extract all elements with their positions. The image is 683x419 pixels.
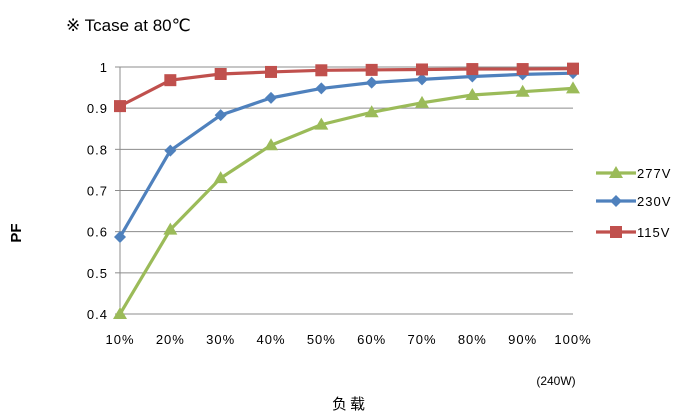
x-tick-label: 90% bbox=[508, 332, 537, 347]
data-point-square bbox=[114, 100, 126, 113]
y-tick-labels: 0.4 0.5 0.6 0.7 0.8 0.9 1 bbox=[87, 60, 108, 322]
x-tick-label: 60% bbox=[357, 332, 386, 347]
x-axis-label: 负载 bbox=[332, 395, 368, 413]
data-point-triangle bbox=[314, 117, 329, 130]
data-point-diamond bbox=[114, 231, 126, 244]
data-point-square bbox=[466, 63, 479, 76]
y-tick-label: 0.7 bbox=[87, 184, 108, 199]
data-point-triangle bbox=[415, 95, 429, 108]
y-tick-label: 0.4 bbox=[87, 307, 108, 322]
data-point-triangle bbox=[465, 87, 480, 100]
data-point-diamond bbox=[416, 73, 428, 86]
x-axis-note: (240W) bbox=[536, 374, 575, 388]
data-point-square bbox=[315, 64, 328, 77]
legend: 277V 230V 115V bbox=[596, 166, 671, 240]
data-point-square bbox=[214, 67, 227, 80]
data-point-square bbox=[567, 62, 579, 75]
series-line bbox=[119, 67, 574, 108]
data-point-square bbox=[610, 226, 622, 238]
legend-label: 230V bbox=[637, 194, 671, 209]
data-point-square bbox=[416, 63, 428, 76]
data-point-triangle bbox=[264, 138, 278, 151]
x-tick-label: 40% bbox=[256, 332, 285, 347]
y-axis-label: PF bbox=[8, 223, 25, 242]
data-point-square bbox=[365, 63, 378, 76]
legend-item-277V: 277V bbox=[596, 166, 671, 181]
y-tick-label: 0.8 bbox=[87, 142, 108, 157]
series bbox=[113, 62, 580, 319]
data-point-triangle bbox=[609, 166, 623, 178]
data-point-square bbox=[164, 74, 177, 87]
x-tick-label: 100% bbox=[554, 332, 591, 347]
x-tick-labels: 10% 20% 30% 40% 50% 60% 70% 80% 90% 100% bbox=[105, 332, 591, 347]
y-tick-label: 0.9 bbox=[87, 101, 108, 116]
x-tick-label: 10% bbox=[105, 332, 134, 347]
data-point-triangle bbox=[364, 105, 379, 118]
chart-note: ※ Tcase at 80℃ bbox=[66, 16, 191, 35]
series-line bbox=[118, 86, 574, 315]
legend-item-115V: 115V bbox=[596, 225, 670, 240]
data-point-diamond bbox=[265, 91, 277, 104]
series-277V bbox=[113, 81, 580, 319]
data-point-diamond bbox=[214, 109, 227, 122]
x-tick-label: 30% bbox=[206, 332, 235, 347]
data-point-triangle bbox=[113, 307, 127, 319]
data-point-triangle bbox=[515, 84, 530, 97]
data-point-square bbox=[516, 63, 529, 76]
legend-label: 115V bbox=[637, 225, 670, 240]
x-tick-label: 50% bbox=[307, 332, 336, 347]
data-point-triangle bbox=[213, 171, 228, 184]
data-point-triangle bbox=[163, 222, 178, 235]
data-point-diamond bbox=[164, 144, 177, 157]
x-tick-label: 70% bbox=[407, 332, 436, 347]
y-tick-label: 0.6 bbox=[87, 225, 108, 240]
data-point-diamond bbox=[610, 195, 622, 207]
x-tick-label: 20% bbox=[156, 332, 185, 347]
x-tick-label: 80% bbox=[458, 332, 487, 347]
data-point-diamond bbox=[365, 76, 378, 89]
series-115V bbox=[114, 62, 579, 113]
grid bbox=[120, 66, 573, 315]
data-point-triangle bbox=[566, 81, 580, 94]
legend-item-230V: 230V bbox=[596, 194, 671, 209]
data-point-diamond bbox=[315, 82, 328, 95]
y-tick-label: 1 bbox=[100, 60, 108, 75]
y-tick-label: 0.5 bbox=[87, 266, 108, 281]
legend-label: 277V bbox=[637, 166, 671, 181]
series-line bbox=[118, 71, 574, 238]
data-point-square bbox=[265, 65, 277, 78]
